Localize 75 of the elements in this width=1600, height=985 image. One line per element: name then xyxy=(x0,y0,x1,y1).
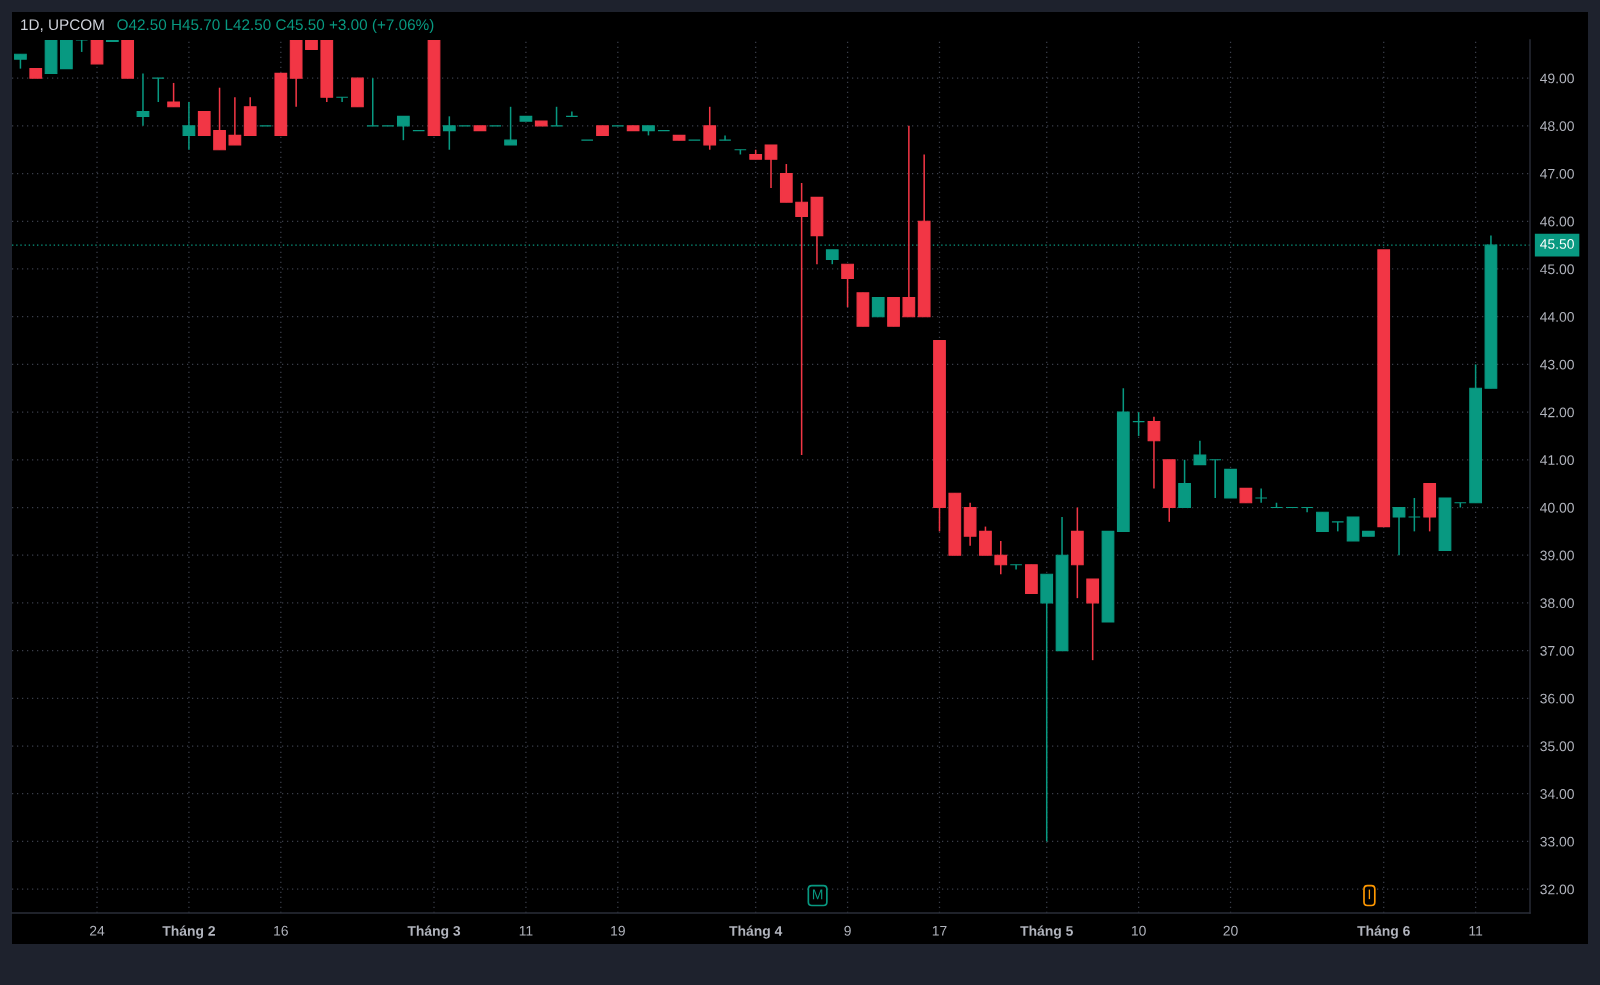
candlestick xyxy=(1331,521,1345,533)
candlestick xyxy=(718,134,732,141)
x-tick-label: Tháng 5 xyxy=(1020,925,1073,939)
x-tick-label: 11 xyxy=(519,926,533,936)
candlestick xyxy=(442,115,456,151)
y-tick-label: 35.00 xyxy=(1540,741,1574,752)
x-tick-label: 9 xyxy=(844,925,851,936)
y-tick-label: 40.00 xyxy=(1540,502,1574,513)
candlestick xyxy=(213,86,226,151)
y-tick-label: 44.00 xyxy=(1540,312,1574,322)
candlestick xyxy=(1147,416,1161,490)
y-tick-label: 45.00 xyxy=(1540,264,1574,275)
x-tick-label: 16 xyxy=(274,925,288,936)
candlestick xyxy=(795,182,809,456)
candlestick xyxy=(396,115,410,141)
x-tick-label: 17 xyxy=(932,926,947,936)
annotation: M xyxy=(812,889,823,900)
x-tick-label: 19 xyxy=(611,925,625,936)
candlestick xyxy=(197,111,211,136)
y-tick-label: 33.00 xyxy=(1540,836,1574,847)
candlestick xyxy=(979,525,992,556)
x-tick-label: Tháng 6 xyxy=(1357,925,1410,939)
candlestick xyxy=(1178,459,1191,509)
y-tick-label: 47.00 xyxy=(1540,168,1574,179)
y-tick-label: 38.00 xyxy=(1540,598,1574,609)
candlestick xyxy=(994,540,1008,576)
chart-subtitle: O42.50 H45.70 L42.50 C45.50 +3.00 (+7.06%) xyxy=(117,18,434,34)
y-tick-label: 43.00 xyxy=(1540,359,1574,370)
candlestick xyxy=(151,77,165,103)
y-tick-label: 32.00 xyxy=(1540,884,1574,895)
candlestick xyxy=(902,125,916,318)
candlestick xyxy=(764,144,778,189)
x-tick-label: Tháng 2 xyxy=(162,925,215,939)
candlestick xyxy=(90,40,104,65)
y-tick-label: 46.00 xyxy=(1540,216,1574,227)
candlestick xyxy=(1193,439,1207,466)
candlestick xyxy=(565,110,579,118)
x-tick-label: 11 xyxy=(1469,926,1483,936)
x-tick-label: 10 xyxy=(1131,925,1146,936)
candlestick xyxy=(228,96,242,146)
y-tick-label: 48.00 xyxy=(1540,121,1574,132)
candlestick xyxy=(550,106,563,127)
chart-title: 1D, UPCOM xyxy=(21,19,104,32)
candlestick xyxy=(1392,506,1406,556)
candlestick xyxy=(1407,497,1421,533)
candlestick xyxy=(366,77,380,127)
x-tick-label: 20 xyxy=(1223,925,1238,936)
candlestick xyxy=(335,96,349,103)
candlestick xyxy=(1132,411,1146,437)
candlestick xyxy=(136,72,150,127)
x-tick-label: Tháng 3 xyxy=(407,925,461,939)
candlestick xyxy=(1346,516,1360,542)
candlestick xyxy=(504,106,517,146)
candlestick xyxy=(1009,563,1023,571)
candlestick xyxy=(1254,487,1268,504)
annotation: I xyxy=(1368,889,1371,900)
candlestick xyxy=(1208,459,1222,499)
y-tick-label: 39.00 xyxy=(1540,550,1574,561)
candlestick xyxy=(1316,511,1329,533)
candlestick xyxy=(703,106,717,151)
y-tick-label: 41.00 xyxy=(1540,455,1574,465)
candlestick xyxy=(167,82,180,108)
candlestick xyxy=(841,263,854,308)
candlestick xyxy=(1086,578,1100,661)
y-tick-label: 42.00 xyxy=(1540,407,1574,418)
y-tick-label: 34.00 xyxy=(1540,789,1574,799)
candlestick xyxy=(871,296,885,318)
candlestick xyxy=(1300,506,1314,514)
y-tick-label: 36.00 xyxy=(1540,693,1574,704)
candlestick xyxy=(182,101,196,151)
x-tick-label: 24 xyxy=(89,925,105,936)
x-tick-label: Tháng 4 xyxy=(729,925,783,939)
ref-line-label: 45.50 xyxy=(1540,239,1574,249)
y-tick-label: 37.00 xyxy=(1540,645,1574,656)
y-tick-label: 49.00 xyxy=(1540,73,1574,84)
